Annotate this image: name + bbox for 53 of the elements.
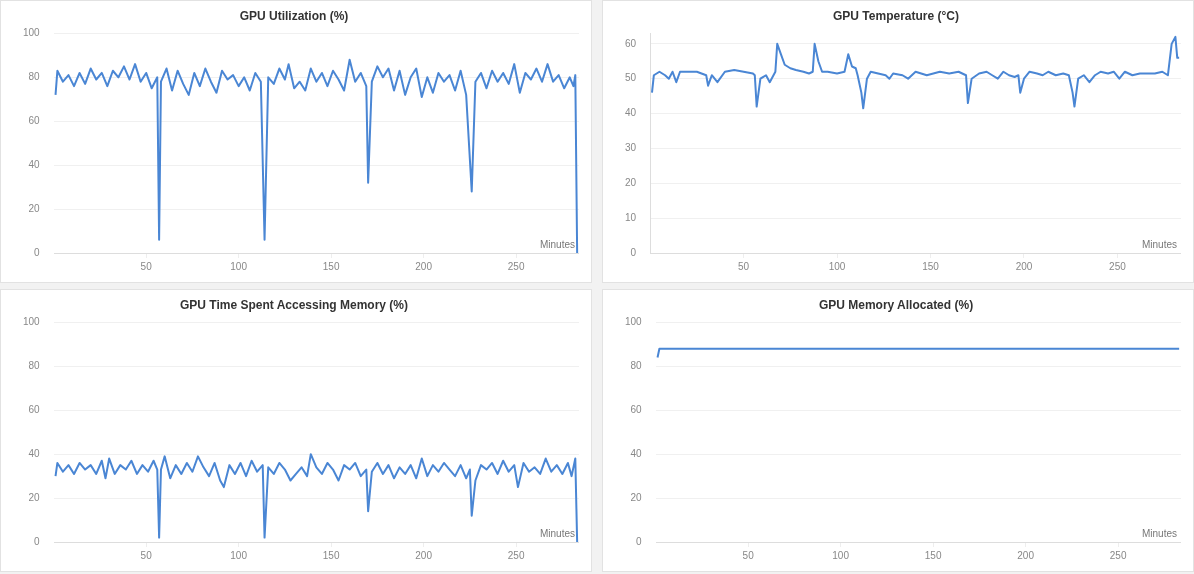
y-tick-label: 100 — [625, 316, 643, 328]
y-tick-label: 40 — [28, 158, 41, 170]
x-tick-label: 50 — [742, 549, 755, 561]
chart-title: GPU Time Spent Accessing Memory (%) — [179, 297, 409, 312]
x-tick-label: 100 — [230, 549, 248, 561]
y-tick-label: 10 — [625, 211, 637, 223]
chart-title: GPU Utilization (%) — [239, 8, 349, 23]
y-tick-label: 40 — [625, 107, 637, 119]
y-tick-label: 80 — [28, 360, 41, 372]
x-tick-label: 100 — [832, 549, 850, 561]
y-tick-label: 40 — [630, 447, 643, 459]
x-tick-label: 100 — [230, 260, 248, 272]
y-tick-label: 30 — [625, 142, 637, 154]
y-tick-label: 60 — [625, 37, 637, 49]
x-tick-label: 150 — [322, 549, 340, 561]
x-tick-label: 250 — [507, 260, 525, 272]
x-tick-label: 150 — [322, 260, 340, 272]
x-tick-label: 200 — [1015, 260, 1033, 272]
x-tick-label: 200 — [415, 260, 433, 272]
x-tick-label: 250 — [507, 549, 525, 561]
x-tick-label: 200 — [415, 549, 433, 561]
y-tick-label: 80 — [28, 71, 41, 83]
y-tick-label: 0 — [34, 246, 41, 258]
chart-title: GPU Temperature (°C) — [833, 8, 959, 23]
y-tick-label: 0 — [630, 246, 637, 258]
x-tick-label: 250 — [1109, 549, 1127, 561]
x-tick-label: 150 — [924, 549, 942, 561]
x-axis-title: Minutes — [539, 238, 575, 250]
y-tick-label: 100 — [23, 27, 41, 39]
y-tick-label: 20 — [28, 491, 41, 503]
y-tick-label: 40 — [28, 447, 41, 459]
y-tick-label: 60 — [28, 114, 41, 126]
y-tick-label: 60 — [28, 403, 41, 415]
x-tick-label: 50 — [738, 260, 750, 272]
x-tick-label: 150 — [922, 260, 940, 272]
chart-title: GPU Memory Allocated (%) — [818, 297, 974, 312]
x-axis-title: Minutes — [1141, 238, 1177, 250]
y-tick-label: 80 — [630, 360, 643, 372]
y-tick-label: 50 — [625, 72, 637, 84]
y-tick-label: 20 — [625, 177, 637, 189]
x-tick-label: 250 — [1109, 260, 1127, 272]
y-tick-label: 100 — [23, 316, 41, 328]
x-tick-label: 100 — [828, 260, 846, 272]
y-tick-label: 60 — [630, 403, 643, 415]
x-axis-title: Minutes — [539, 527, 575, 539]
y-tick-label: 20 — [630, 491, 643, 503]
y-tick-label: 0 — [636, 535, 643, 547]
x-tick-label: 50 — [140, 260, 153, 272]
x-tick-label: 200 — [1017, 549, 1035, 561]
x-tick-label: 50 — [140, 549, 153, 561]
x-axis-title: Minutes — [1141, 527, 1177, 539]
y-tick-label: 20 — [28, 202, 41, 214]
y-tick-label: 0 — [34, 535, 41, 547]
